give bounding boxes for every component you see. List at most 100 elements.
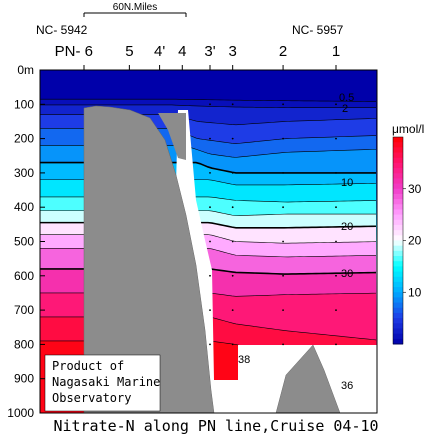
colorbar-cell [393,271,403,278]
colorbar-cell [393,168,403,174]
sample-point-6-7 [282,343,284,346]
station-label-0: PN- 6 [55,43,93,60]
colorbar-cell [393,323,403,329]
sample-point-4-6 [209,309,211,311]
sample-point-4-7 [209,343,211,346]
sample-point-4-2 [209,172,211,174]
sample-point-4-5 [209,274,211,277]
sample-point-6-6 [282,309,284,311]
sample-point-5-5 [231,274,234,277]
colorbar: μmol/l 30 20 10 [392,122,424,345]
depth-tick-label-9: 900 [14,372,34,386]
section-plot [40,70,377,413]
colorbar-cell [393,256,403,262]
colorbar-cell [393,224,403,231]
colorbar-cell [393,338,403,345]
station-label-3: 4 [178,43,186,60]
contour-label-20: 20 [341,221,353,233]
colorbar-cell [393,297,403,304]
sample-point-7-2 [335,172,337,174]
sample-point-5-3 [231,206,234,209]
colorbar-cell [393,266,403,273]
colorbar-strip [393,137,403,345]
credit-box: Product of Nagasaki Marine Observatory [44,354,160,412]
end-station-id: NC- 5957 [292,23,344,37]
depth-tick-label-5: 500 [14,235,34,249]
contour-label-0-5: 0.5 [339,92,354,104]
colorbar-tick-label-0: 30 [408,182,422,196]
colorbar-cell [393,157,403,164]
colorbar-cell [393,142,403,148]
sample-point-7-5 [335,274,337,277]
station-label-6: 2 [279,43,287,60]
sample-point-6-0 [282,103,284,106]
colorbar-cell [393,261,403,267]
colorbar-cell [393,204,403,210]
start-station-id: NC- 5942 [36,23,88,37]
sample-point-4-1 [209,137,211,140]
depth-tick-label-1: 100 [14,97,34,111]
colorbar-cell [393,328,403,335]
sample-point-5-0 [231,103,234,106]
sample-point-5-6 [231,309,234,311]
sample-point-7-0 [335,103,337,106]
colorbar-cell [393,318,403,324]
colorbar-cell [393,333,403,340]
colorbar-cell [393,245,403,252]
colorbar-cell [393,188,403,195]
colorbar-cell [393,178,403,185]
sample-point-6-5 [282,274,284,277]
sample-point-7-7 [335,343,337,346]
colorbar-cell [393,235,403,241]
continental-slope [83,105,215,413]
sample-point-5-1 [231,137,234,140]
sample-point-4-0 [209,103,211,106]
colorbar-cell [393,312,403,319]
contour-2 [40,104,376,109]
sample-point-6-2 [282,172,284,174]
colorbar-cell [393,152,403,159]
scale-bar-label: 60N.Miles [113,2,157,13]
credit-line-2: Nagasaki Marine [52,375,160,389]
colorbar-cell [393,302,403,309]
colorbar-cell [393,240,403,247]
colorbar-cell [393,230,403,236]
colorbar-cell [393,214,403,221]
sample-point-6-3 [282,206,284,209]
station-labels: PN- 6 5 4' 4 3' 3 2 1 [55,43,340,70]
scale-bar: 60N.Miles [83,2,187,17]
colorbar-cell [393,292,403,298]
seamount [275,344,341,413]
colorbar-cell [393,137,403,143]
depth-tick-label-6: 600 [14,269,34,283]
sample-point-7-3 [335,206,337,209]
station-label-5: 3 [229,43,237,60]
sample-point-7-4 [335,240,337,243]
station-label-4: 3' [204,43,215,60]
colorbar-cell [393,307,403,314]
colorbar-cell [393,147,403,154]
colorbar-cell [393,287,403,293]
credit-line-1: Product of [52,359,124,373]
credit-line-3: Observatory [52,391,131,405]
colorbar-cell [393,281,403,288]
sample-point-5-7 [231,343,234,346]
depth-tick-label-7: 700 [14,303,34,317]
contour-label-36: 36 [341,380,353,392]
shelf-step [158,113,186,160]
depth-tick-label-4: 400 [14,200,34,214]
colorbar-unit: μmol/l [392,122,424,136]
colorbar-cell [393,199,403,205]
colorbar-cell [393,209,403,216]
chart-title: Nitrate-N along PN line,Cruise 04-10 [53,417,378,435]
colorbar-cell [393,250,403,257]
sample-point-6-4 [282,240,284,243]
colorbar-cell [393,173,403,179]
sample-point-5-2 [231,172,234,174]
colorbar-tick-label-1: 20 [408,234,422,248]
sample-point-7-6 [335,309,337,311]
sample-point-4-4 [209,240,211,243]
depth-tick-label-0: 0m [17,63,34,77]
station-label-1: 5 [125,43,133,60]
